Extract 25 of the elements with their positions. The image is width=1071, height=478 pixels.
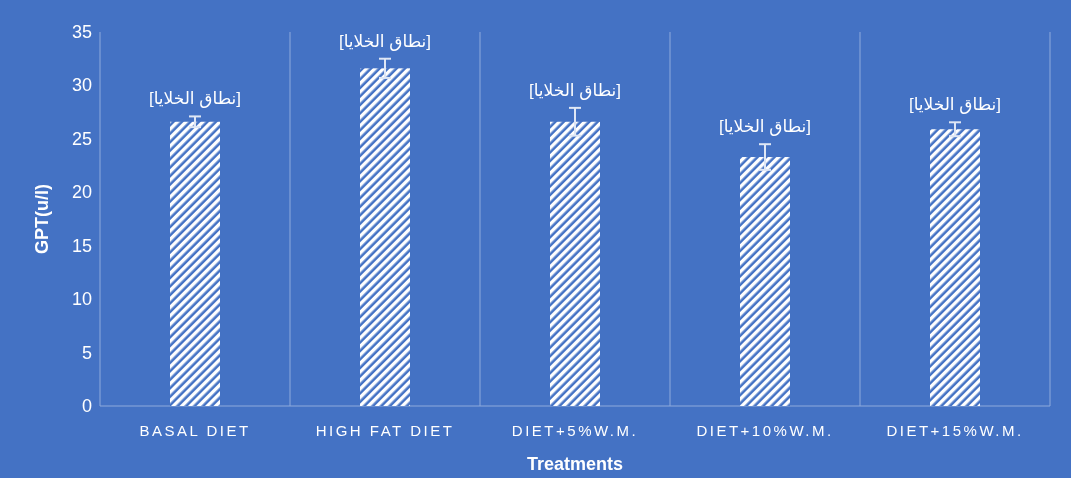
y-tick-label: 5	[81, 342, 92, 363]
data-label: [نطاق الخلايا]	[148, 89, 242, 109]
bar	[550, 121, 600, 406]
y-tick-label: 20	[71, 182, 92, 203]
x-tick-label: BASAL DIET	[139, 422, 251, 439]
data-label: [نطاق الخلايا]	[908, 95, 1002, 115]
x-tick-label: DIET+5%W.M.	[511, 422, 639, 439]
y-axis-title: GPT(u/l)	[32, 184, 52, 254]
y-tick-label: 0	[81, 396, 92, 416]
bar	[170, 121, 220, 406]
data-label: [نطاق الخلايا]	[338, 31, 432, 51]
data-label: [نطاق الخلايا]	[718, 117, 812, 137]
data-label: [نطاق الخلايا]	[528, 80, 622, 100]
y-tick-label: 15	[71, 235, 92, 256]
bar	[740, 157, 790, 406]
y-tick-label: 35	[71, 22, 92, 42]
y-tick-label: 25	[71, 128, 92, 149]
y-tick-label: 30	[71, 75, 92, 96]
x-tick-label: DIET+10%W.M.	[696, 422, 834, 439]
x-tick-label: DIET+15%W.M.	[886, 422, 1024, 439]
x-tick-label: HIGH FAT DIET	[315, 422, 455, 439]
y-tick-label: 10	[71, 289, 92, 310]
bar	[930, 129, 980, 406]
x-axis-title: Treatments	[526, 454, 624, 474]
bar	[360, 68, 410, 406]
